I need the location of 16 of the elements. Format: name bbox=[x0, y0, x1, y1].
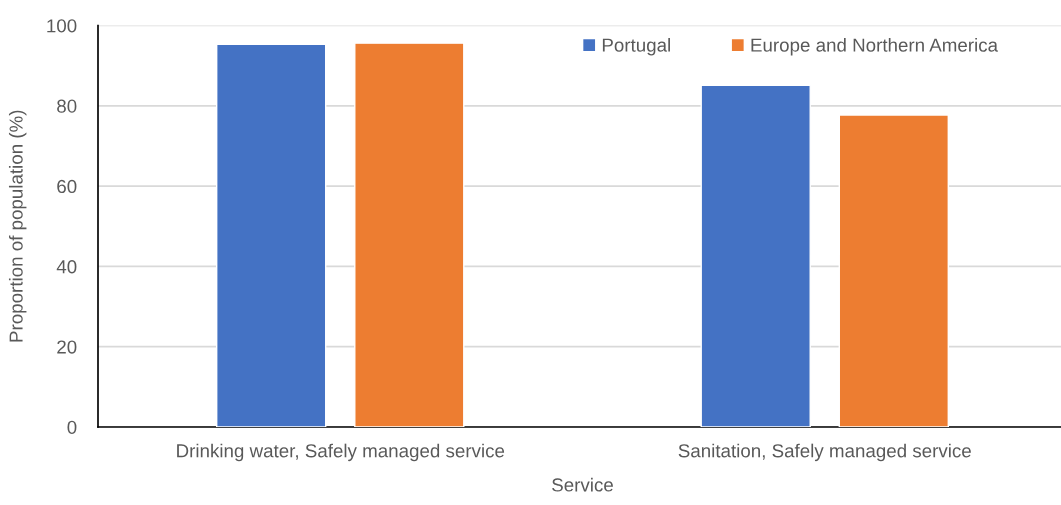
y-tick-label: 100 bbox=[47, 19, 77, 33]
bar bbox=[216, 43, 327, 427]
y-tick-label: 80 bbox=[57, 99, 77, 113]
legend-label: Europe and Northern America bbox=[751, 38, 999, 56]
bar bbox=[354, 42, 465, 427]
x-axis-title: Service bbox=[552, 477, 613, 492]
legend-label: Portugal bbox=[602, 38, 670, 56]
x-tick-label: Sanitation, Safely managed service bbox=[678, 443, 971, 462]
y-tick-label: 0 bbox=[67, 420, 77, 434]
bar bbox=[700, 84, 811, 427]
y-tick-label: 60 bbox=[57, 179, 77, 194]
x-tick-label: Drinking water, Safely managed service bbox=[177, 443, 505, 462]
y-tick-label: 40 bbox=[56, 260, 77, 274]
y-tick-label: 20 bbox=[57, 340, 77, 354]
y-axis-title: Proportion of population (%) bbox=[8, 110, 27, 342]
bar bbox=[838, 114, 949, 427]
